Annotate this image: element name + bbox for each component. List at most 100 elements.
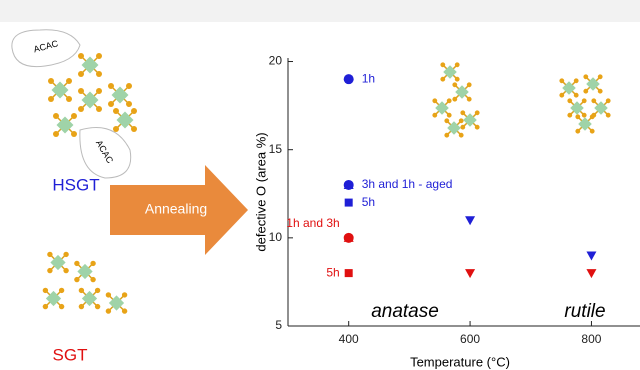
atom: [74, 276, 80, 283]
atom: [474, 110, 480, 116]
atom: [594, 101, 608, 115]
atom: [108, 101, 114, 107]
atom: [432, 112, 438, 118]
point: [343, 179, 354, 189]
atom: [567, 112, 573, 118]
atom: [591, 98, 597, 104]
atom: [440, 76, 446, 82]
atom: [452, 96, 458, 102]
atom: [131, 126, 137, 132]
point: [344, 269, 353, 278]
atom: [105, 308, 112, 314]
atom: [66, 78, 72, 84]
point: [465, 216, 476, 226]
y-tick-label: 15: [269, 142, 283, 156]
atom: [597, 88, 603, 94]
atom: [444, 118, 450, 124]
atom: [589, 128, 595, 134]
atom: [578, 117, 592, 131]
atom: [116, 111, 134, 129]
atom: [96, 53, 102, 59]
atom: [474, 124, 480, 130]
atom: [81, 56, 99, 74]
atom: [96, 71, 102, 77]
atom: [581, 112, 587, 118]
point: [586, 251, 597, 261]
atom: [581, 98, 587, 104]
atom: [90, 276, 96, 283]
point: [465, 269, 476, 279]
atom: [559, 78, 565, 84]
atom: [53, 113, 59, 119]
atom: [105, 292, 112, 298]
atom: [589, 114, 595, 120]
atom: [51, 81, 69, 99]
y-tick-label: 20: [269, 54, 283, 68]
atom: [58, 287, 65, 294]
ligand-cloud: [79, 127, 132, 179]
atom: [71, 113, 77, 119]
atom: [575, 114, 581, 120]
atom: [605, 98, 611, 104]
atom: [113, 126, 119, 132]
process-label: Annealing: [145, 201, 207, 217]
atom: [56, 116, 74, 134]
atom: [78, 88, 84, 94]
phase-label: anatase: [371, 301, 439, 322]
sample-label: HSGT: [52, 175, 99, 194]
atom: [570, 101, 584, 115]
x-tick-label: 800: [581, 332, 601, 346]
atom: [108, 83, 114, 89]
ligand-cloud: [11, 29, 81, 68]
atom: [559, 92, 565, 98]
x-tick-label: 400: [339, 332, 359, 346]
atom: [111, 86, 129, 104]
point: [586, 269, 597, 279]
atom: [454, 76, 460, 82]
sample-label: SGT: [53, 345, 88, 364]
atom: [440, 62, 446, 68]
atom: [466, 96, 472, 102]
atom: [454, 62, 460, 68]
y-axis-label: defective O (area %): [253, 132, 268, 251]
phase-label: rutile: [564, 301, 605, 322]
atom: [126, 83, 132, 89]
point-label: 5h: [326, 265, 339, 279]
x-axis-label: Temperature (°C): [410, 354, 510, 369]
point: [343, 232, 354, 242]
atom: [78, 287, 85, 294]
atom: [573, 78, 579, 84]
atom: [47, 251, 53, 258]
atom: [126, 101, 132, 107]
atom: [121, 308, 128, 314]
atom: [81, 91, 99, 109]
atom: [575, 128, 581, 134]
atom: [78, 106, 84, 112]
atom: [71, 131, 77, 137]
point-label: 3h and 1h - aged: [362, 177, 453, 191]
atom: [53, 131, 59, 137]
atom: [90, 260, 96, 267]
atom: [466, 82, 472, 88]
atom: [432, 98, 438, 104]
atom: [48, 78, 54, 84]
atom: [47, 267, 53, 274]
atom: [573, 92, 579, 98]
top-band: [0, 0, 640, 22]
atom: [460, 124, 466, 130]
atom: [78, 71, 84, 77]
decorations: [11, 29, 611, 314]
atom: [78, 53, 84, 59]
atom: [567, 98, 573, 104]
atom: [74, 260, 80, 267]
atom: [48, 96, 54, 102]
y-tick-label: 10: [269, 230, 283, 244]
atom: [452, 82, 458, 88]
atom: [460, 110, 466, 116]
atom: [42, 303, 49, 310]
atom: [446, 112, 452, 118]
point: [344, 198, 353, 207]
atom: [458, 118, 464, 124]
point-label: 1h and 3h: [286, 216, 339, 230]
